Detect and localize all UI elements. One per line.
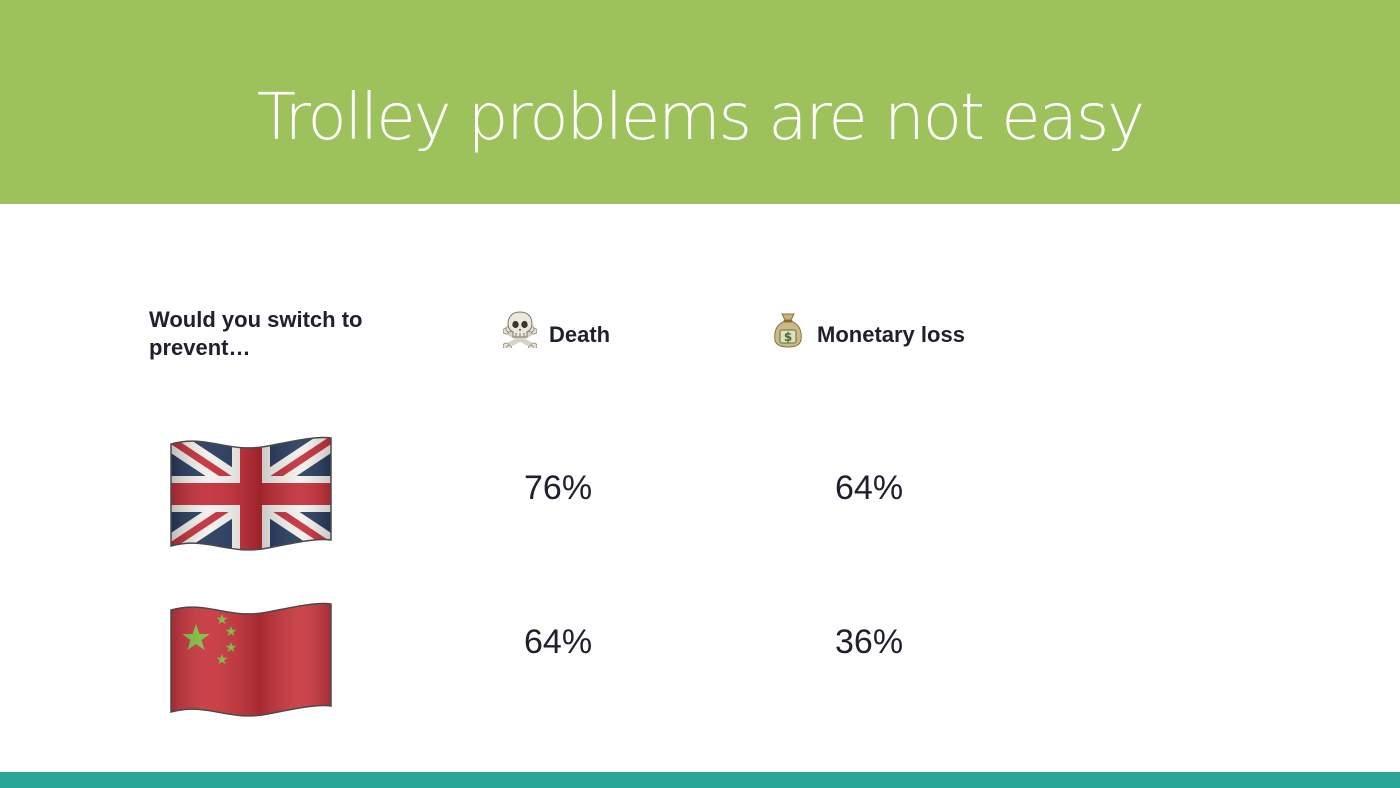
china-death-value: 64% (524, 623, 593, 661)
svg-text:$: $ (784, 330, 792, 344)
footer-bar (0, 772, 1400, 788)
uk-monetary-loss-value: 64% (835, 469, 904, 507)
column-header-death: Death (502, 309, 611, 351)
money-bag-icon: $ (771, 310, 805, 348)
column-label-death: Death (549, 322, 611, 347)
uk-death-value: 76% (524, 469, 593, 507)
china-flag-icon (168, 598, 334, 722)
united-kingdom-flag-icon (168, 432, 334, 556)
china-monetary-loss-value: 36% (835, 623, 904, 661)
header-banner: Trolley problems are not easy (0, 0, 1400, 204)
column-header-monetary-loss: $ Monetary loss (771, 309, 965, 349)
skull-crossbones-icon (502, 310, 538, 351)
slide-title: Trolley problems are not easy (256, 81, 1145, 155)
column-label-monetary-loss: Monetary loss (817, 322, 965, 347)
question-label: Would you switch to prevent… (149, 307, 363, 360)
